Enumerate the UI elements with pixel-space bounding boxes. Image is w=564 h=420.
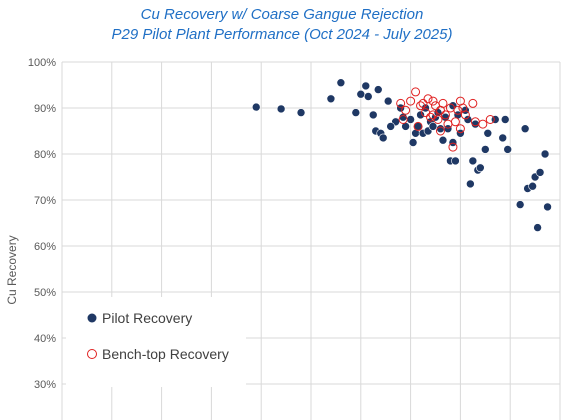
pilot-recovery-point <box>543 202 552 212</box>
y-tick-label: 40% <box>34 333 56 345</box>
pilot-recovery-point <box>480 145 490 154</box>
pilot-recovery-point <box>520 124 530 133</box>
y-tick-label: 50% <box>34 287 56 299</box>
pilot-recovery-point <box>471 119 480 129</box>
pilot-recovery-point <box>466 179 475 189</box>
bench-top-recovery-point <box>406 96 416 106</box>
pilot-recovery-point <box>296 108 306 117</box>
pilot-recovery-point <box>448 101 458 110</box>
pilot-recovery-point <box>468 156 478 166</box>
bench-top-recovery-point <box>453 105 463 115</box>
pilot-recovery-point <box>533 223 542 232</box>
pilot-recovery-point <box>500 115 510 124</box>
y-tick-label: 90% <box>34 103 56 115</box>
bench-top-recovery-point <box>460 110 470 120</box>
pilot-recovery-point <box>476 163 485 173</box>
pilot-recovery-point <box>428 122 438 131</box>
bench-top-recovery-point <box>435 126 445 136</box>
pilot-recovery-point <box>351 108 361 117</box>
pilot-recovery-point <box>276 104 286 114</box>
bench-top-recovery-point <box>413 121 423 131</box>
pilot-recovery-point <box>251 102 261 112</box>
bench-top-recovery-point <box>416 101 426 111</box>
chart-title: Cu Recovery w/ Coarse Gangue Rejection <box>140 6 424 23</box>
legend-label: Pilot Recovery <box>102 310 192 326</box>
bench-top-recovery-point <box>450 117 460 127</box>
pilot-recovery-point <box>503 145 513 154</box>
bench-top-recovery-point <box>455 124 465 134</box>
bench-top-recovery-point <box>468 98 478 108</box>
bench-top-recovery-point <box>438 98 448 108</box>
pilot-recovery-point <box>356 89 366 99</box>
bench-top-recovery-point <box>418 98 428 108</box>
pilot-recovery-point <box>416 110 425 120</box>
bench-top-recovery-point <box>440 110 450 120</box>
bench-top-recovery-point <box>428 96 438 106</box>
legend-box <box>66 297 246 387</box>
pilot-recovery-point <box>463 115 473 124</box>
pilot-recovery-point <box>448 138 458 147</box>
bench-top-recovery-point <box>398 115 408 124</box>
legend-marker-bench-top-recovery <box>87 349 97 359</box>
pilot-recovery-point <box>528 181 537 191</box>
pilot-recovery-point <box>498 133 508 143</box>
pilot-recovery-point <box>443 124 453 133</box>
legend-label: Bench-top Recovery <box>102 346 229 362</box>
bench-top-recovery-point <box>428 110 438 120</box>
bench-top-recovery-point <box>423 94 433 104</box>
bench-top-recovery-point <box>485 115 495 124</box>
pilot-recovery-point <box>421 103 430 113</box>
y-tick-label: 30% <box>34 379 56 391</box>
bench-top-recovery-point <box>448 142 458 152</box>
pilot-recovery-point <box>396 103 405 113</box>
pilot-recovery-point <box>368 110 378 120</box>
pilot-recovery-point <box>438 135 448 145</box>
pilot-recovery-point <box>456 129 465 138</box>
pilot-recovery-point <box>378 133 388 143</box>
legend-marker-pilot-recovery <box>87 313 97 323</box>
pilot-recovery-point <box>361 81 371 91</box>
pilot-recovery-point <box>490 115 500 124</box>
pilot-recovery-point <box>406 115 415 124</box>
bench-top-recovery-point <box>478 119 488 129</box>
bench-top-recovery-point <box>396 98 406 108</box>
pilot-recovery-point <box>326 94 336 104</box>
bench-top-recovery-point <box>411 87 421 97</box>
pilot-recovery-point <box>363 92 373 101</box>
pilot-recovery-point <box>515 200 525 209</box>
y-tick-label: 80% <box>34 149 56 161</box>
pilot-recovery-point <box>535 168 545 177</box>
y-axis-title: Cu Recovery <box>5 235 19 304</box>
y-tick-label: 70% <box>34 195 56 207</box>
pilot-recovery-point <box>461 106 470 115</box>
y-tick-label: 60% <box>34 241 56 253</box>
bench-top-recovery-point <box>433 115 443 124</box>
pilot-recovery-point <box>386 122 395 131</box>
pilot-recovery-point <box>408 138 418 147</box>
pilot-recovery-point <box>483 129 493 138</box>
chart-subtitle: P29 Pilot Plant Performance (Oct 2024 - … <box>111 26 453 43</box>
pilot-recovery-point <box>383 96 393 106</box>
pilot-recovery-point <box>540 149 550 159</box>
y-tick-label: 100% <box>28 57 56 69</box>
bench-top-recovery-point <box>401 105 411 115</box>
pilot-recovery-point <box>451 156 460 166</box>
pilot-recovery-point <box>373 85 383 94</box>
pilot-recovery-point <box>336 78 346 87</box>
